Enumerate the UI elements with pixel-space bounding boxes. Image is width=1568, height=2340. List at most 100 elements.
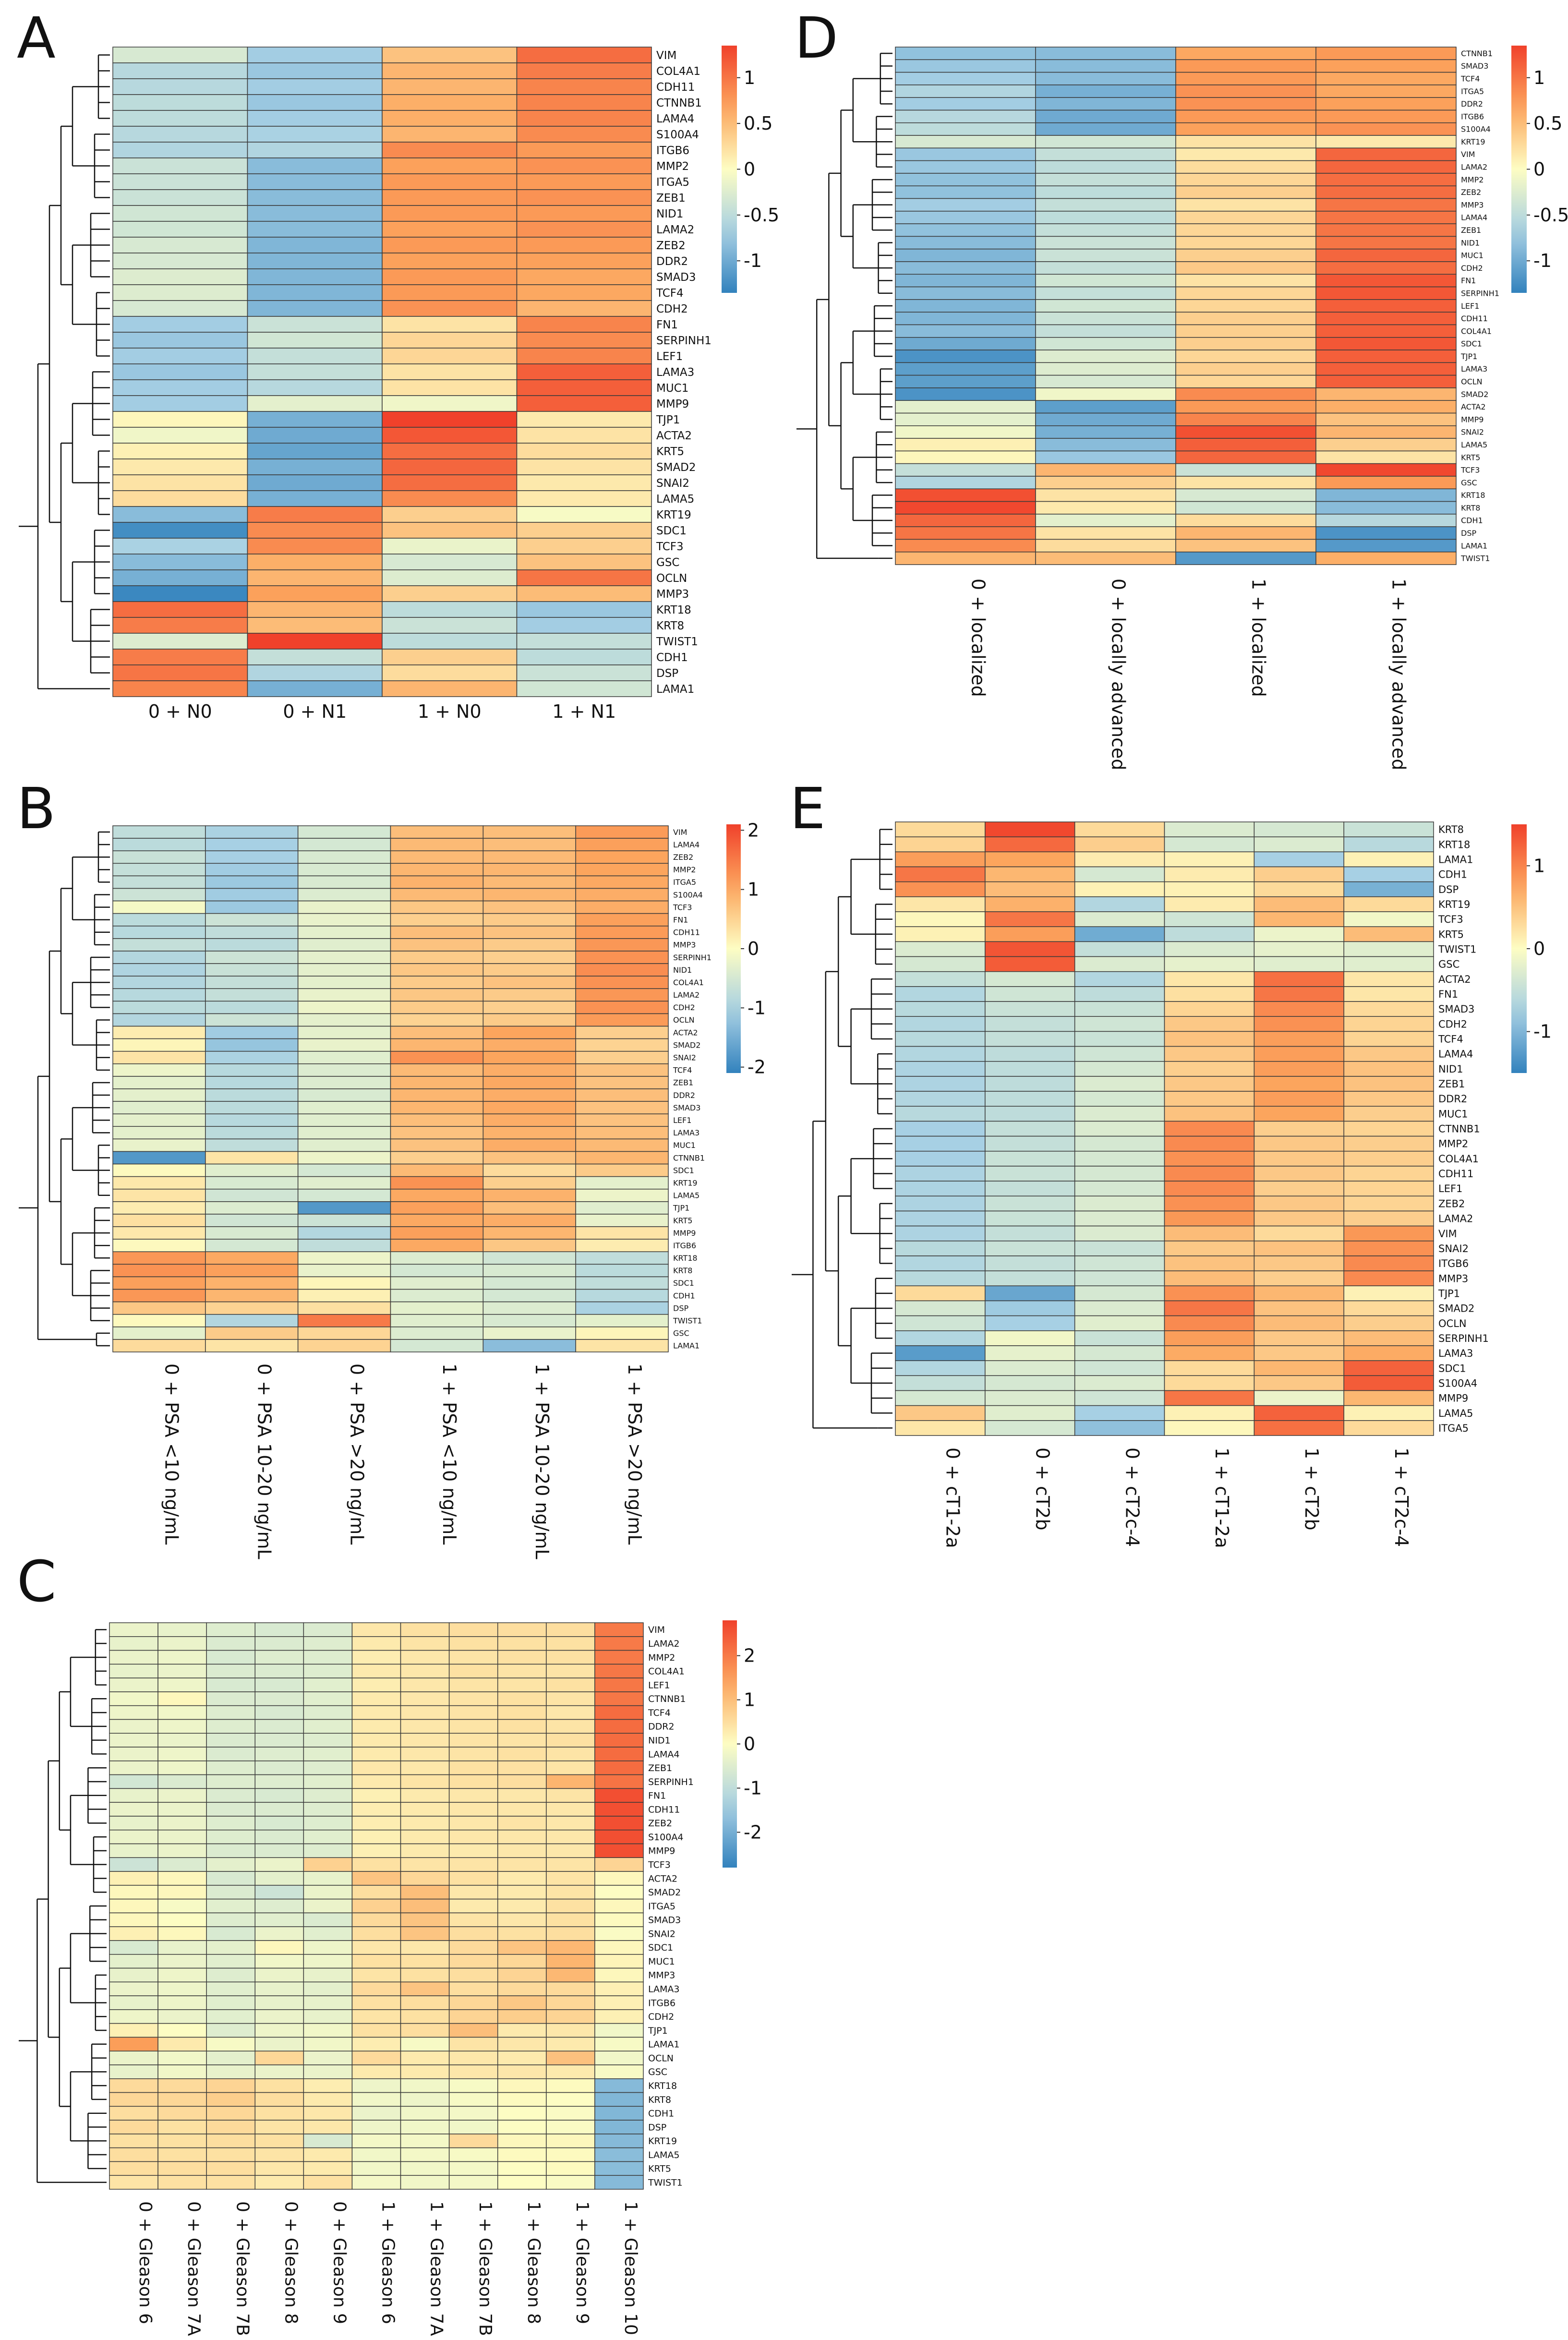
heatmap-cell bbox=[482, 1239, 576, 1252]
heatmap-cell bbox=[1164, 1181, 1255, 1197]
heatmap-cell bbox=[546, 1898, 595, 1914]
heatmap-cell bbox=[895, 1255, 986, 1271]
heatmap-cell bbox=[497, 1926, 547, 1941]
heatmap-cell bbox=[1343, 1151, 1434, 1167]
heatmap-cell bbox=[546, 1788, 595, 1803]
heatmap-cell bbox=[482, 1063, 576, 1077]
heatmap-cell bbox=[1175, 211, 1316, 224]
heatmap-cell bbox=[594, 1650, 644, 1665]
heatmap-cell bbox=[382, 47, 518, 63]
heatmap-cell bbox=[448, 2023, 498, 2038]
heatmap-cell bbox=[1315, 223, 1457, 237]
heatmap-cell bbox=[254, 1761, 304, 1775]
heatmap-cell bbox=[109, 1954, 158, 1969]
column-label: 1 + localized bbox=[1248, 579, 1269, 697]
heatmap-cell bbox=[1074, 866, 1165, 882]
heatmap-cell bbox=[448, 2106, 498, 2121]
heatmap-cell bbox=[1343, 1255, 1434, 1271]
heatmap-cell bbox=[594, 1761, 644, 1775]
heatmap-cell bbox=[594, 1636, 644, 1651]
heatmap-cell bbox=[895, 274, 1036, 288]
heatmap-cell bbox=[1164, 1210, 1255, 1227]
heatmap-cell bbox=[575, 1339, 669, 1352]
heatmap-cell bbox=[448, 1677, 498, 1692]
heatmap-cell bbox=[205, 963, 299, 977]
heatmap-cell bbox=[1074, 1061, 1165, 1077]
heatmap-cell bbox=[1254, 1255, 1344, 1271]
heatmap-cell bbox=[1254, 866, 1344, 882]
heatmap-cell bbox=[157, 1816, 207, 1831]
heatmap-cell bbox=[382, 538, 518, 555]
heatmap-cell bbox=[546, 1774, 595, 1789]
heatmap-cell bbox=[157, 2064, 207, 2079]
heatmap-cell bbox=[895, 1390, 986, 1406]
heatmap-cell bbox=[594, 1622, 644, 1637]
heatmap-cell bbox=[247, 601, 383, 618]
heatmap-cell bbox=[206, 1719, 256, 1734]
heatmap-cell bbox=[382, 395, 518, 412]
heatmap-cell bbox=[297, 1163, 391, 1177]
column-label: 0 + localized bbox=[967, 579, 989, 697]
heatmap-cell bbox=[448, 1912, 498, 1927]
heatmap-cell bbox=[303, 1967, 353, 1983]
gene-label: SERPINH1 bbox=[656, 335, 712, 347]
heatmap-cell bbox=[497, 1885, 547, 1900]
heatmap-cell bbox=[112, 395, 248, 412]
heatmap-cell bbox=[1175, 412, 1316, 426]
heatmap-cell bbox=[351, 1705, 401, 1720]
gene-label: ZEB2 bbox=[1461, 188, 1481, 197]
heatmap-cell bbox=[895, 198, 1036, 212]
gene-label: MMP9 bbox=[673, 1229, 696, 1238]
heatmap-cell bbox=[247, 332, 383, 349]
heatmap-cell bbox=[1074, 986, 1165, 1002]
gene-label: KRT19 bbox=[1438, 899, 1470, 910]
heatmap-cells bbox=[895, 47, 1457, 565]
heatmap-cell bbox=[516, 633, 652, 650]
heatmap-cell bbox=[206, 1954, 256, 1969]
heatmap-cell bbox=[382, 363, 518, 380]
heatmap-cell bbox=[895, 881, 986, 897]
heatmap-cell bbox=[1035, 274, 1176, 288]
heatmap-cell bbox=[1315, 350, 1457, 363]
heatmap-cell bbox=[205, 1038, 299, 1052]
heatmap-cell bbox=[247, 268, 383, 285]
heatmap-cell bbox=[1164, 1405, 1255, 1421]
heatmap-cell bbox=[1175, 551, 1316, 565]
heatmap-cell bbox=[594, 1940, 644, 1955]
heatmap-cell bbox=[497, 1802, 547, 1817]
color-bar-tick-label: 1 bbox=[1533, 855, 1545, 876]
heatmap-cell bbox=[497, 2051, 547, 2065]
heatmap-cell bbox=[1343, 1076, 1434, 1092]
heatmap-cell bbox=[1164, 1285, 1255, 1302]
heatmap-cell bbox=[112, 427, 248, 444]
heatmap-cell bbox=[254, 1802, 304, 1817]
heatmap-cell bbox=[112, 253, 248, 269]
heatmap-cell bbox=[1343, 956, 1434, 972]
heatmap-cell bbox=[1035, 248, 1176, 262]
heatmap-cell bbox=[400, 1761, 450, 1775]
heatmap-cell bbox=[351, 1912, 401, 1927]
heatmap-cell bbox=[390, 1126, 484, 1140]
heatmap-cell bbox=[1254, 986, 1344, 1002]
heatmap-cell bbox=[448, 1788, 498, 1803]
heatmap-cell bbox=[546, 1912, 595, 1927]
heatmap-cell bbox=[382, 332, 518, 349]
gene-label: TCF4 bbox=[648, 1708, 671, 1718]
row-dendrogram bbox=[19, 54, 110, 689]
heatmap-cell bbox=[400, 1719, 450, 1734]
heatmap-cell bbox=[206, 1747, 256, 1761]
gene-label: ZEB1 bbox=[648, 1763, 672, 1773]
gene-label: ZEB1 bbox=[656, 192, 686, 205]
heatmap-cell bbox=[895, 1076, 986, 1092]
heatmap-cell bbox=[297, 863, 391, 877]
heatmap-cell bbox=[351, 2161, 401, 2176]
heatmap-cell bbox=[206, 1816, 256, 1831]
heatmap-cell bbox=[109, 1664, 158, 1678]
heatmap-cell bbox=[1315, 551, 1457, 565]
heatmap-cell bbox=[1175, 198, 1316, 212]
heatmap-cell bbox=[247, 94, 383, 111]
gene-label: SERPINH1 bbox=[648, 1777, 694, 1787]
heatmap-cell bbox=[157, 2147, 207, 2162]
color-bar bbox=[726, 824, 741, 1073]
heatmap-cell bbox=[497, 2175, 547, 2190]
